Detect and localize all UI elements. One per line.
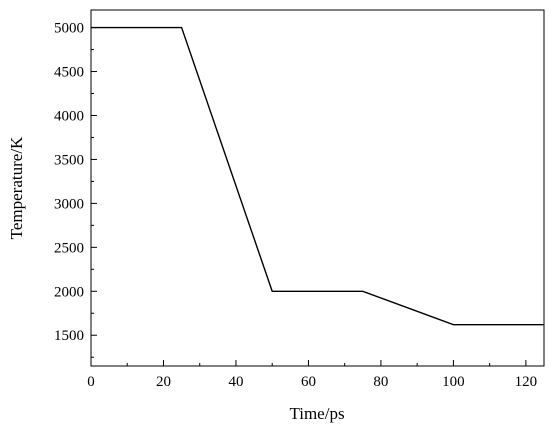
x-axis-label: Time/ps — [289, 404, 344, 423]
y-tick-label: 5000 — [54, 21, 84, 37]
series-line — [91, 26, 544, 326]
y-axis-label: Temperature/K — [7, 136, 26, 239]
y-tick-label: 2000 — [54, 284, 84, 300]
x-axis-ticks: 0 20 40 60 80 100 120 — [87, 360, 537, 390]
x-tick-label: 80 — [373, 374, 388, 390]
x-tick-label: 120 — [515, 374, 538, 390]
y-tick-label: 4000 — [54, 108, 84, 124]
x-tick-label: 20 — [156, 374, 171, 390]
y-tick-label: 3500 — [54, 152, 84, 168]
y-tick-label: 1500 — [54, 328, 84, 344]
x-tick-label: 60 — [301, 374, 316, 390]
y-tick-label: 4500 — [54, 65, 84, 81]
y-axis-ticks: 1500 2000 2500 3000 3500 4000 4500 5000 — [54, 21, 97, 358]
y-tick-label: 3000 — [54, 196, 84, 212]
x-tick-label: 40 — [228, 374, 243, 390]
plot-frame — [90, 9, 545, 367]
x-tick-label: 0 — [87, 374, 95, 390]
y-tick-label: 2500 — [54, 240, 84, 256]
series-layer — [91, 26, 544, 326]
x-tick-label: 100 — [442, 374, 465, 390]
